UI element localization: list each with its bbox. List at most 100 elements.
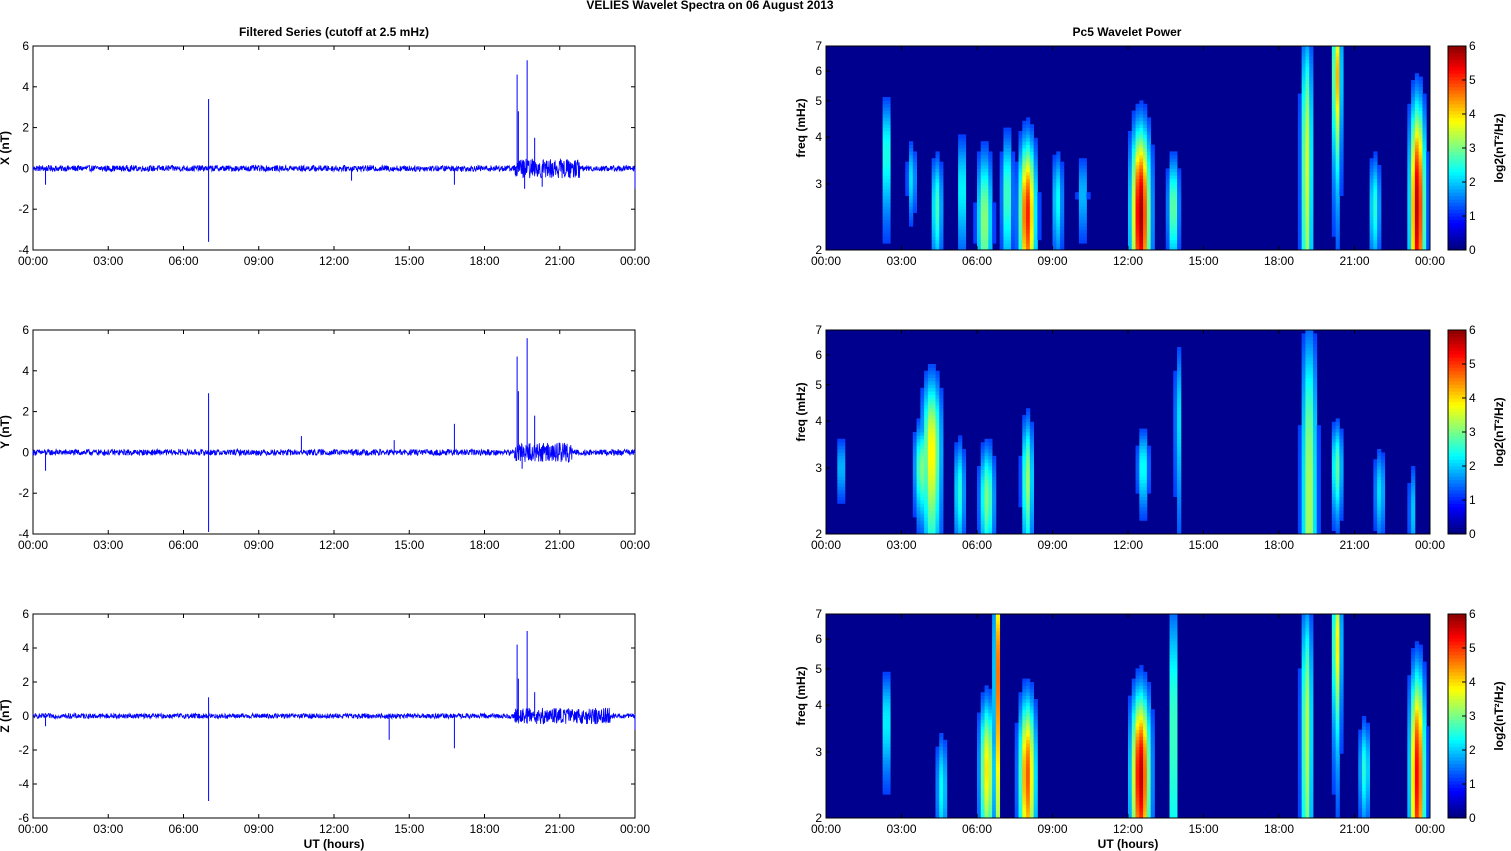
spectrogram-cell (980, 530, 985, 535)
spectrogram-xtick-label: 12:00 (1113, 538, 1143, 552)
spectrogram-cell (1301, 773, 1306, 778)
spectrogram-cell (1177, 171, 1182, 176)
spectrogram-cell (1414, 158, 1420, 162)
spectrogram-cell (1150, 760, 1155, 764)
spectrogram-cell (1007, 141, 1012, 145)
spectrogram-cell (1143, 794, 1148, 798)
spectrogram-cell (1335, 455, 1340, 460)
spectrogram-cell (939, 506, 944, 511)
spectrogram-cell (1331, 154, 1337, 159)
spectrogram-cell (1139, 500, 1144, 504)
spectrogram-cell (977, 712, 982, 717)
spectrogram-cell (916, 496, 921, 501)
spectrogram-cell (1297, 144, 1303, 149)
spectrogram-cell (1422, 192, 1427, 196)
spectrogram-cell (1373, 243, 1378, 247)
spectrogram-cell (992, 709, 997, 713)
spectrogram-cell (988, 188, 993, 193)
spectrogram-cell (927, 418, 933, 423)
colorbar-tick-label: 6 (1469, 323, 1476, 337)
spectrogram-cell (1305, 178, 1310, 183)
spectrogram-cell (1177, 483, 1182, 487)
spectrogram-cell (984, 702, 989, 707)
spectrogram-cell (912, 205, 917, 210)
colorbar-swatch (1448, 483, 1466, 487)
colorbar-tick-label: 3 (1469, 425, 1476, 439)
spectrogram-cell (988, 479, 993, 484)
spectrogram-cell (1014, 726, 1019, 730)
spectrogram-ytick-label: 6 (815, 64, 822, 78)
spectrogram-cell (1173, 165, 1178, 169)
spectrogram-cell (977, 171, 982, 176)
spectrogram-cell (1033, 154, 1038, 159)
spectrogram-cell (1297, 709, 1303, 713)
spectrogram-cell (1082, 165, 1087, 169)
spectrogram-cell (935, 229, 940, 234)
spectrogram-cell (954, 483, 959, 487)
spectrogram-cell (939, 199, 944, 203)
spectrogram-cell (1369, 168, 1374, 173)
spectrogram-cell (980, 763, 985, 768)
spectrogram-cell (1139, 675, 1144, 679)
spectrogram-cell (961, 171, 967, 176)
spectrogram-cell (992, 527, 997, 531)
spectrogram-cell (1339, 110, 1344, 115)
spectrogram-cell (1169, 199, 1174, 203)
spectrogram-cell (1022, 151, 1027, 156)
spectrogram-cell (920, 513, 925, 518)
spectrogram-cell (973, 239, 978, 244)
spectrogram-cell (961, 222, 967, 227)
spectrogram-cell (1309, 178, 1314, 183)
spectrogram-cell (1411, 466, 1416, 470)
spectrogram-cell (988, 171, 993, 176)
spectrogram-cell (988, 199, 993, 203)
spectrogram-cell (1143, 103, 1148, 108)
colorbar-swatch (1448, 445, 1466, 450)
spectrogram-cell (984, 750, 989, 754)
spectrogram-cell (1135, 814, 1140, 819)
spectrogram-cell (1305, 114, 1310, 118)
spectrogram-cell (958, 165, 963, 169)
spectrogram-cell (1418, 110, 1423, 115)
spectrogram-cell (1033, 753, 1038, 758)
spectrogram-cell (927, 462, 933, 467)
spectrogram-cell (1018, 787, 1023, 792)
spectrogram-cell (1169, 216, 1174, 220)
spectrogram-cell (912, 476, 917, 480)
spectrogram-cell (984, 767, 989, 771)
spectrogram-cell (995, 777, 1001, 781)
spectrogram-cell (1297, 199, 1303, 203)
spectrogram-cell (882, 199, 887, 203)
spectrogram-cell (1135, 807, 1140, 812)
spectrogram-cell (1146, 120, 1152, 125)
spectrogram-cell (1026, 168, 1031, 173)
spectrogram-cell (1150, 182, 1155, 186)
spectrogram-cell (995, 733, 1001, 737)
spectrogram-cell (935, 377, 940, 382)
spectrogram-cell (1335, 83, 1340, 88)
spectrogram-cell (984, 222, 989, 227)
spectrogram-cell (1033, 185, 1038, 190)
spectrogram-cell (984, 493, 989, 497)
spectrogram-cell (1177, 520, 1182, 525)
spectrogram-cell (1411, 222, 1416, 227)
spectrogram-cell (916, 486, 921, 491)
spectrogram-cell (1169, 773, 1174, 778)
colorbar-swatch (1448, 46, 1466, 50)
spectrogram-cell (988, 780, 993, 785)
spectrogram-cell (1169, 668, 1174, 673)
spectrogram-cell (886, 719, 891, 724)
spectrogram-cell (1128, 739, 1133, 744)
spectrogram-cell (912, 188, 917, 193)
timeseries-xtick-label: 03:00 (93, 538, 123, 552)
spectrogram-cell (984, 523, 989, 528)
spectrogram-cell (1312, 333, 1318, 338)
spectrogram-cell (1177, 350, 1182, 355)
spectrogram-cell (1150, 709, 1155, 713)
spectrogram-cell (1018, 226, 1023, 230)
spectrogram-cell (977, 523, 982, 528)
spectrogram-cell (1177, 347, 1182, 351)
spectrogram-cell (935, 212, 940, 217)
spectrogram-cell (980, 466, 985, 470)
spectrogram-cell (977, 773, 982, 778)
